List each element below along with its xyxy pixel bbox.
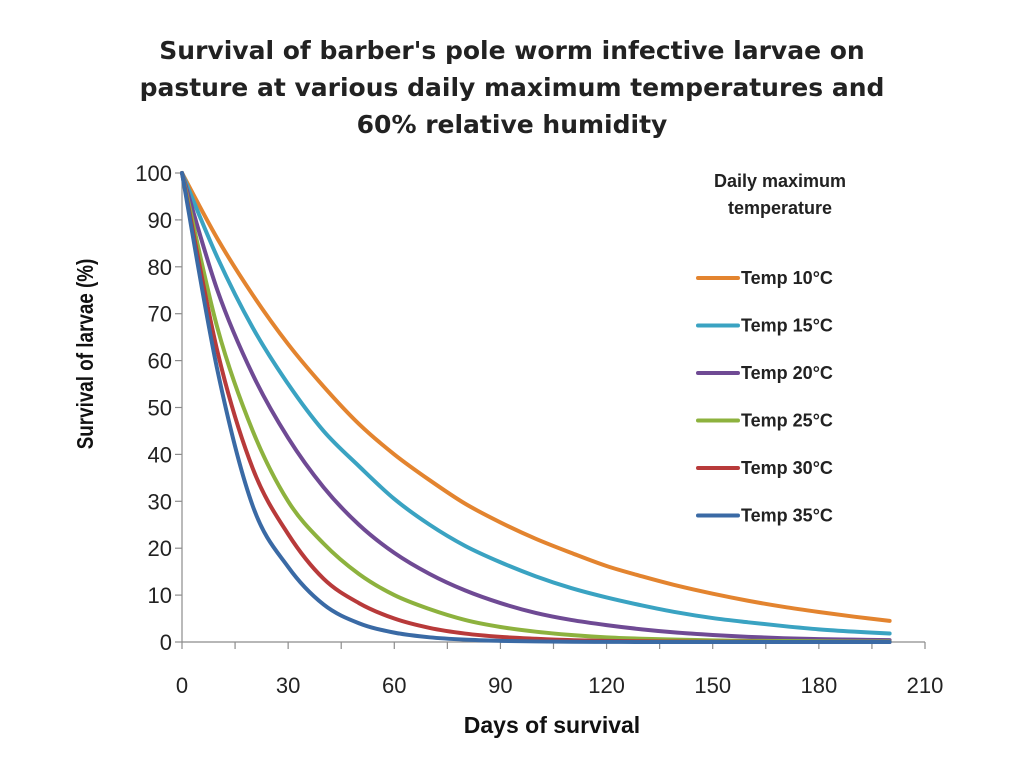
- legend-label: Temp 10°C: [741, 268, 833, 288]
- y-axis-label: Survival of larvae (%): [73, 259, 98, 450]
- chart-title: Survival of barber's pole worm infective…: [0, 32, 1024, 143]
- x-tick-label: 90: [488, 673, 512, 698]
- series-line-temp-30-c: [180, 171, 892, 645]
- y-tick-label: 80: [148, 255, 172, 280]
- y-tick-label: 20: [148, 536, 172, 561]
- legend-title-line: Daily maximum: [714, 171, 846, 191]
- x-tick-label: 30: [276, 673, 300, 698]
- y-tick-label: 90: [148, 208, 172, 233]
- x-tick-label: 150: [694, 673, 731, 698]
- y-tick-label: 50: [148, 396, 172, 421]
- x-tick-label: 120: [588, 673, 625, 698]
- legend-label: Temp 30°C: [741, 458, 833, 478]
- y-tick-label: 10: [148, 583, 172, 608]
- y-tick-label: 70: [148, 302, 172, 327]
- x-tick-label: 0: [176, 673, 188, 698]
- chart-title-line: 60% relative humidity: [356, 110, 668, 139]
- series-line-temp-15-c: [180, 171, 892, 636]
- legend-label: Temp 20°C: [741, 363, 833, 383]
- x-axis-label: Days of survival: [464, 712, 640, 738]
- series-line-temp-20-c: [180, 171, 892, 643]
- chart-title-line: Survival of barber's pole worm infective…: [159, 36, 865, 65]
- y-tick-label: 100: [135, 161, 172, 186]
- series-line-temp-25-c: [180, 171, 892, 644]
- legend-title-line: temperature: [728, 198, 832, 218]
- y-tick-label: 30: [148, 489, 172, 514]
- x-tick-label: 60: [382, 673, 406, 698]
- legend-label: Temp 35°C: [741, 506, 833, 526]
- axes: 0 10 20 30 40 50 60 70 80 90 100 0 30 60 90 120 150 180 21…: [135, 161, 943, 698]
- x-tick-label: 210: [907, 673, 944, 698]
- series-line-temp-10-c: [180, 171, 892, 623]
- series-layer: [180, 171, 892, 645]
- series-line-temp-35-c: [180, 171, 892, 645]
- legend-label: Temp 15°C: [741, 316, 833, 336]
- legend: Daily maximum temperature Temp 10°C Temp 15…: [696, 171, 846, 526]
- x-tick-label: 180: [800, 673, 837, 698]
- y-tick-label: 60: [148, 349, 172, 374]
- y-tick-label: 40: [148, 442, 172, 467]
- y-tick-label: 0: [160, 630, 172, 655]
- chart-title-line: pasture at various daily maximum tempera…: [139, 73, 885, 102]
- legend-label: Temp 25°C: [741, 411, 833, 431]
